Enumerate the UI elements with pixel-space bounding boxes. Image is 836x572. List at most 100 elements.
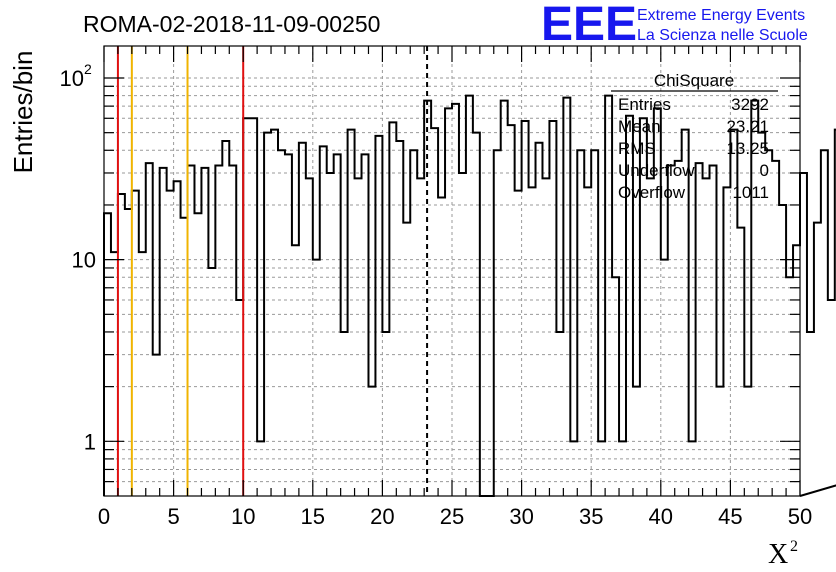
histogram-bin xyxy=(605,96,612,496)
histogram-bin xyxy=(396,141,403,496)
histogram-bin xyxy=(382,332,389,496)
logo-line-1: Extreme Energy Events xyxy=(637,7,805,24)
histogram-bin xyxy=(438,197,445,496)
histogram-bin xyxy=(494,150,501,496)
histogram-bin xyxy=(222,141,229,496)
histogram-bin xyxy=(146,163,153,496)
histogram-bin xyxy=(341,332,348,496)
stats-underflow-value: 0 xyxy=(760,161,769,180)
histogram-bin xyxy=(508,125,515,496)
x-tick-label: 25 xyxy=(440,504,464,529)
histogram-bin xyxy=(814,223,821,496)
stats-rms-label: RMS xyxy=(618,139,656,158)
histogram-bin xyxy=(751,101,758,496)
histogram-bin xyxy=(188,165,195,496)
x-tick-label: 45 xyxy=(718,504,742,529)
histogram-bin xyxy=(661,260,668,496)
histogram-bin xyxy=(515,191,522,496)
histogram-bin xyxy=(355,178,362,496)
histogram-bin xyxy=(167,191,174,496)
x-tick-label: 50 xyxy=(788,504,812,529)
histogram-bin xyxy=(208,268,215,496)
y-axis-label: Entries/bin xyxy=(8,51,38,174)
histogram-bin xyxy=(675,161,682,496)
histogram-bin xyxy=(772,161,779,496)
histogram-bin xyxy=(445,108,452,496)
histogram-bin xyxy=(278,150,285,496)
histogram-bin xyxy=(800,173,807,496)
stats-box: ChiSquare Entries 3292 Mean 23.21 RMS 13… xyxy=(611,71,778,202)
x-tick-label: 35 xyxy=(579,504,603,529)
y-tick-label: 10 xyxy=(72,248,96,273)
stats-rms-value: 13.25 xyxy=(726,139,769,158)
histogram-bin xyxy=(125,209,132,496)
histogram-bin xyxy=(250,118,257,496)
histogram-bin xyxy=(668,165,675,496)
stats-mean-label: Mean xyxy=(618,117,661,136)
histogram-bin xyxy=(696,163,703,496)
histogram-bin xyxy=(466,96,473,496)
histogram-outline xyxy=(103,94,836,497)
stats-overflow-value: 1011 xyxy=(732,183,769,202)
histogram-bin xyxy=(285,154,292,496)
histogram-bin xyxy=(556,332,563,496)
histogram-bin xyxy=(417,178,424,496)
histogram-bin xyxy=(299,143,306,496)
logo-line-2: La Scienza nelle Scuole xyxy=(637,27,808,44)
histogram-bin xyxy=(647,178,654,496)
histogram-bin xyxy=(118,194,125,496)
x-tick-label: 5 xyxy=(167,504,179,529)
histogram-bin xyxy=(292,245,299,496)
histogram-bin xyxy=(542,178,549,496)
histogram-bin xyxy=(313,260,320,496)
x-axis-label: X 2 xyxy=(768,538,798,570)
histogram-bin xyxy=(215,165,222,496)
stats-overflow-label: Overflow xyxy=(618,183,686,202)
y-tick-label-exponent: 2 xyxy=(84,61,92,77)
histogram-bin xyxy=(327,173,334,496)
y-tick-label: 10 xyxy=(60,66,84,91)
histogram-bin xyxy=(549,121,556,496)
histogram-bin xyxy=(403,223,410,496)
histogram-bin xyxy=(389,122,396,496)
histogram-bin xyxy=(431,128,438,496)
stats-entries-label: Entries xyxy=(618,95,671,114)
x-axis-label-superscript: 2 xyxy=(790,538,798,555)
histogram-bin xyxy=(243,118,250,496)
histogram-bin xyxy=(375,136,382,496)
histogram-bin xyxy=(153,355,160,496)
histogram-bin xyxy=(139,252,146,496)
stats-name: ChiSquare xyxy=(654,71,734,90)
eee-logo: EEE Extreme Energy Events La Scienza nel… xyxy=(541,0,808,51)
logo-letters: EEE xyxy=(541,0,637,51)
stats-mean-value: 23.21 xyxy=(726,117,769,136)
histogram xyxy=(103,94,836,497)
histogram-bin xyxy=(703,178,710,496)
histogram-bin xyxy=(236,300,243,496)
x-tick-label: 30 xyxy=(509,504,533,529)
histogram-bin xyxy=(779,205,786,496)
reference-lines xyxy=(116,46,429,496)
histogram-bin xyxy=(320,146,327,496)
histogram-bin xyxy=(522,121,529,496)
x-tick-label: 20 xyxy=(370,504,394,529)
histogram-bin xyxy=(765,150,772,496)
x-tick-label: 0 xyxy=(98,504,110,529)
histogram-bin xyxy=(563,98,570,496)
histogram-bin xyxy=(536,143,543,496)
histogram-bin xyxy=(828,300,835,496)
stats-underflow-label: Underflow xyxy=(618,161,695,180)
x-axis-label-text: X xyxy=(768,539,788,570)
histogram-bin xyxy=(501,101,508,496)
chart-title: ROMA-02-2018-11-09-00250 xyxy=(83,11,380,37)
histogram-bin xyxy=(459,173,466,496)
x-tick-label: 15 xyxy=(301,504,325,529)
histogram-bin xyxy=(334,154,341,496)
histogram-bin xyxy=(821,150,828,496)
y-tick-label: 1 xyxy=(84,429,96,454)
histogram-bin xyxy=(174,181,181,496)
histogram-bin xyxy=(410,150,417,496)
histogram-bin xyxy=(306,178,313,496)
